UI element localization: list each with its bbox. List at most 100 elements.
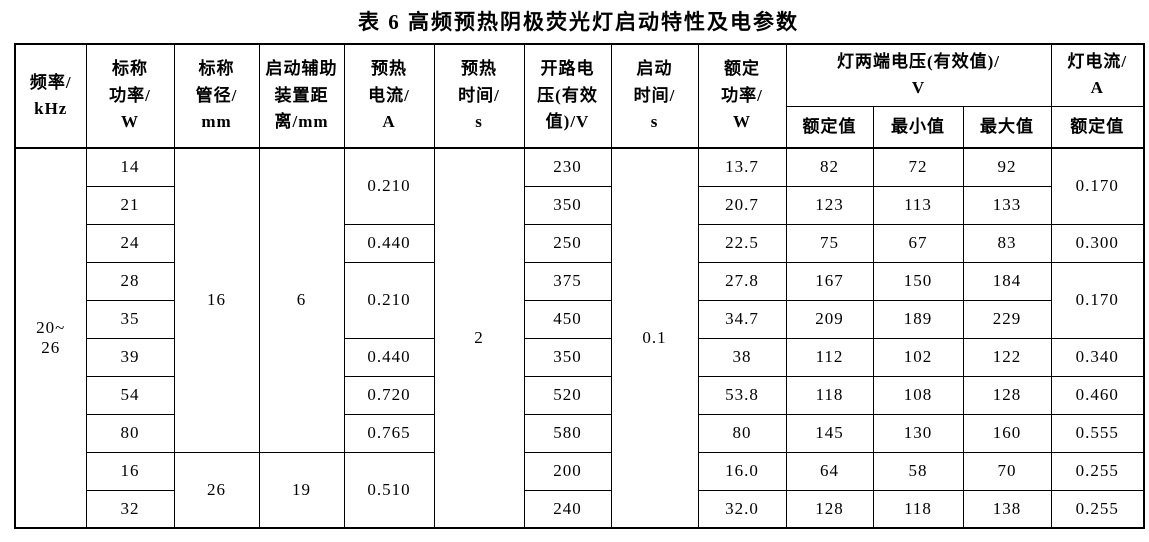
cell-line: 频率/ [29, 72, 72, 92]
body-cell: 16.0 [697, 451, 787, 491]
body-cell: 0.300 [1050, 223, 1145, 263]
cell-line: 启动辅助 [265, 59, 338, 79]
body-cell: 20.7 [697, 185, 787, 225]
cell-line: 灯两端电压(有效值)/ [836, 51, 1001, 71]
table-row: 28 0.210 375 27.8 167 150 184 0.170 [15, 261, 1145, 339]
cell-line: 装置距 [274, 85, 329, 105]
cell-line: s [650, 112, 659, 132]
body-cell: 13.7 [697, 147, 787, 187]
header-cell-10: 灯两端电压(有效值)/ V [785, 43, 1052, 107]
body-cell: 580 [523, 413, 612, 453]
body-cell: 72 [872, 147, 964, 187]
body-cell: 0.765 [343, 413, 435, 453]
body-cell: 21 [85, 185, 175, 225]
body-cell: 0.210 [343, 261, 435, 339]
table-row: 20~ 26 14 16 6 0.210 2 230 0.1 13.7 82 72 92 0.170 [14, 147, 1145, 529]
cell-line: s [475, 112, 483, 132]
body-cell: 19 [258, 451, 345, 529]
body-cell: 229 [962, 299, 1052, 339]
body-cell: 39 [85, 337, 175, 377]
header-cell-7: 开路电 压(有效 值)/V [523, 43, 612, 149]
cell-line: 26 [41, 338, 61, 357]
body-cell: 14 [85, 147, 175, 187]
body-cell: 80 [85, 413, 175, 453]
body-cell: 209 [785, 299, 874, 339]
body-cell: 0.440 [343, 223, 435, 263]
header-cell-4: 启动辅助装置距离/mm [258, 43, 345, 149]
body-cell: 0.1 [610, 147, 699, 529]
table-row: 35 450 34.7 209 189 229 [15, 299, 1144, 339]
cell-line: A [1090, 78, 1104, 98]
body-cell: 230 [523, 147, 612, 187]
cell-line: kHz [34, 99, 68, 118]
header-cell-11: 灯电流/A [1050, 43, 1145, 107]
body-cell: 0.720 [343, 375, 435, 415]
table-header: 频率/kHz 标称 功率/W 标称 管径/mm 启动辅助 装置距 离/mm 预热 电流/A 预热 时间… [14, 43, 1145, 149]
body-cell: 54 [85, 375, 175, 415]
body-cell: 450 [523, 299, 612, 339]
body-cell: 0.170 [1050, 261, 1145, 339]
header-cell-6: 预热 时间/s [433, 43, 525, 149]
body-cell: 102 [872, 337, 964, 377]
body-cell: 16 [85, 451, 175, 491]
subheader-cell-1: 额定值 [785, 105, 874, 149]
body-cell: 133 [962, 185, 1052, 225]
body-cell: 113 [872, 185, 964, 225]
cell-line: 标称 [112, 59, 148, 79]
header-row-main: 频率/kHz 标称 功率/W 标称 管径/mm 启动辅助 装置距 离/mm 预热 电流/A 预热 时间… [14, 43, 1145, 149]
table-row: 16 26 19 0.510 200 16.0 64 58 70 0.255 [15, 451, 1145, 529]
table-row: 21 350 20.7 123 113 133 [15, 185, 1144, 225]
body-cell: 80 [697, 413, 787, 453]
body-cell: 138 [962, 489, 1052, 529]
body-cell: 128 [962, 375, 1052, 415]
header-row-sub: 额定值 最小值 最大值 额定值 [15, 105, 1145, 149]
body-cell: 150 [872, 261, 964, 301]
cell-line: 电流/ [368, 85, 410, 105]
body-cell: 2 [433, 147, 525, 529]
body-cell: 92 [962, 147, 1052, 187]
body-cell: 160 [962, 413, 1052, 453]
header-cell-5: 预热 电流/A [343, 43, 435, 149]
cell-line: 离/mm [274, 112, 329, 132]
body-cell: 6 [258, 147, 345, 453]
body-cell: 28 [85, 261, 175, 301]
body-cell: 24 [85, 223, 175, 263]
body-cell: 0.460 [1050, 375, 1145, 415]
body-cell: 26 [173, 451, 260, 529]
table-row: 54 0.720 520 53.8 118 108 128 0.460 [15, 375, 1145, 415]
body-cell: 122 [962, 337, 1052, 377]
cell-line: 预热 [371, 59, 407, 79]
table-row: 80 0.765 580 80 145 130 160 0.555 [15, 413, 1145, 453]
body-cell: 118 [872, 489, 964, 529]
cell-line: 压(有效 [537, 85, 598, 105]
header-cell-3: 标称 管径/mm [173, 43, 260, 149]
table-title: 表 6 高频预热阴极荧光灯启动特性及电参数 [358, 10, 799, 34]
body-cell: 128 [785, 489, 874, 529]
body-cell: 58 [872, 451, 964, 491]
body-cell: 0.555 [1050, 413, 1145, 453]
body-cell: 64 [785, 451, 874, 491]
cell-line: V [911, 78, 926, 98]
body-cell: 0.255 [1050, 489, 1145, 529]
subheader-cell-4: 额定值 [1050, 105, 1145, 149]
cell-line: 时间/ [458, 85, 500, 105]
cell-line: 20~ [36, 318, 66, 337]
body-cell: 16 [173, 147, 260, 453]
header-cell-8: 启动 时间/s [610, 43, 699, 149]
cell-line: 额定 [724, 59, 760, 79]
body-cell: 82 [785, 147, 874, 187]
body-cell: 38 [697, 337, 787, 377]
header-cell-1: 频率/kHz [14, 43, 87, 149]
table-row: 32 240 32.0 128 118 138 0.255 [15, 489, 1145, 529]
cell-line: 管径/ [195, 85, 238, 105]
body-cell: 70 [962, 451, 1052, 491]
header-cell-2: 标称 功率/W [85, 43, 175, 149]
body-cell: 34.7 [697, 299, 787, 339]
body-cell: 0.440 [343, 337, 435, 377]
body-cell: 0.210 [343, 147, 435, 225]
body-cell: 0.340 [1050, 337, 1145, 377]
body-cell: 167 [785, 261, 874, 301]
body-cell: 189 [872, 299, 964, 339]
body-cell: 145 [785, 413, 874, 453]
